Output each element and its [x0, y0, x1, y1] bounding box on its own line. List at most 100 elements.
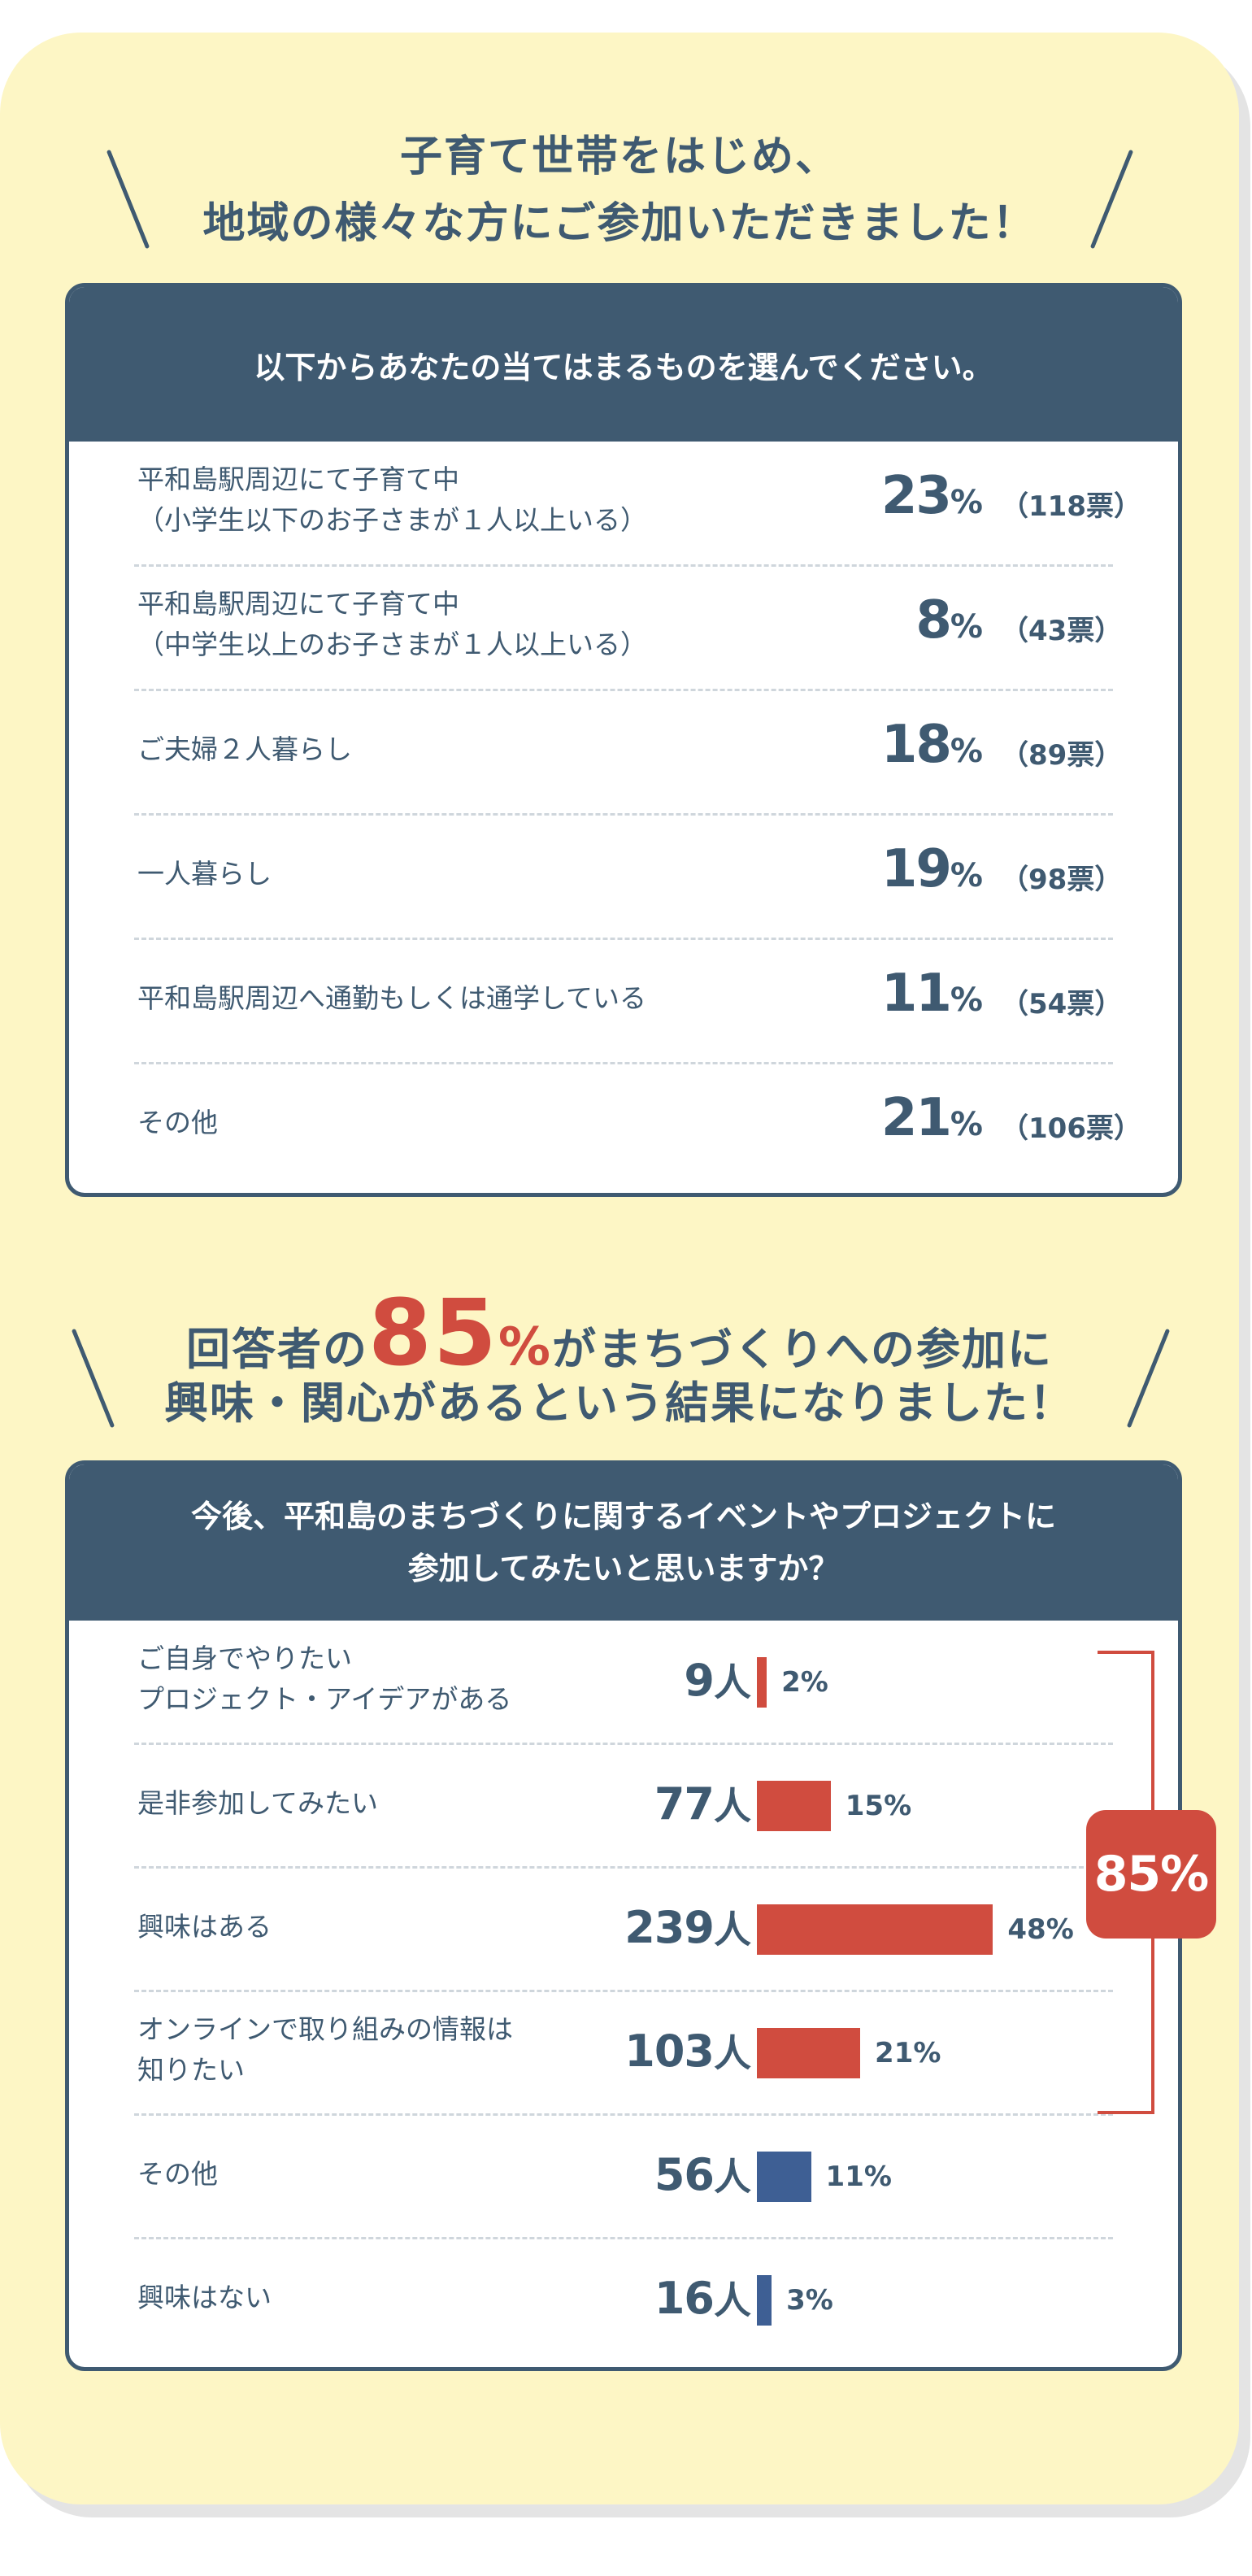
survey2-bar [757, 2152, 811, 2202]
survey2-row-count-value: 103 [624, 2026, 715, 2077]
survey2-bar-percent: 21% [875, 2037, 941, 2069]
survey2-bar-percent: 15% [845, 1790, 912, 1822]
survey2-row: 興味はある 239人 48% [69, 1868, 1178, 1992]
survey1-row-percent: 8% [915, 590, 983, 651]
survey1-row-label: 平和島駅周辺にて子育て中 （小学生以下のお子さまが１人以上いる） [137, 459, 647, 541]
survey2-row-count-unit: 人 [714, 1660, 751, 1704]
survey2-row-count-unit: 人 [714, 1784, 751, 1828]
survey2-row-count-value: 16 [654, 2273, 715, 2324]
row-divider [134, 2113, 1113, 2116]
survey2-row-count: 103人 [624, 2024, 751, 2078]
survey2-bar-percent: 48% [1007, 1913, 1074, 1946]
survey1-row-percent-unit: % [950, 981, 983, 1019]
survey2-row-label: 是非参加してみたい [137, 1783, 378, 1824]
survey2-row-label: その他 [137, 2154, 218, 2195]
survey2-row-label-line2: 知りたい [137, 2054, 245, 2086]
heading1-line2: 地域の様々な方にご参加いただきました！ [202, 199, 1037, 248]
survey1-row-label-line2: （中学生以上のお子さまが１人以上いる） [137, 629, 647, 660]
survey2-row-count-value: 77 [654, 1778, 715, 1830]
survey1-row-label: 平和島駅周辺へ通勤もしくは通学している [137, 978, 646, 1019]
survey2-bar [757, 1781, 831, 1831]
survey1-row-label: その他 [137, 1103, 218, 1143]
survey1-row-percent-value: 18 [880, 715, 952, 775]
survey1-row-percent: 11% [881, 964, 983, 1024]
survey2-row: その他 56人 11% [69, 2115, 1178, 2239]
survey2-row-label: 興味はある [137, 1907, 272, 1947]
bracket-badge: 85% [1086, 1810, 1216, 1939]
row-divider [134, 1743, 1113, 1745]
heading1-line1: 子育て世帯をはじめ、 [399, 133, 839, 181]
survey2-row-label: ご自身でやりたいプロジェクト・アイデアがある [137, 1638, 511, 1720]
survey1-row: 一人暮らし 19% （98票） [69, 815, 1178, 940]
survey2-bar-percent: 3% [786, 2284, 833, 2317]
survey1-row-label-line1: 平和島駅周辺にて子育て中 [137, 588, 459, 620]
survey2-row-count: 9人 [684, 1653, 751, 1707]
survey2-row-count-value: 239 [624, 1902, 715, 1953]
row-divider [134, 938, 1113, 940]
survey2-row-label-line1: 是非参加してみたい [137, 1787, 379, 1819]
survey1-row: 平和島駅周辺へ通勤もしくは通学している 11% （54票） [69, 939, 1178, 1064]
row-divider [134, 1062, 1113, 1064]
survey1-row: ご夫婦２人暮らし 18% （89票） [69, 690, 1178, 816]
heading2-highlight-number: 85% [368, 1281, 552, 1386]
row-divider [134, 2237, 1113, 2239]
survey1-question-text: 以下からあなたの当てはまるものを選んでください。 [254, 349, 993, 385]
row-divider [134, 1866, 1113, 1869]
survey1-row-percent-value: 19 [880, 839, 952, 899]
survey2-row-label-line1: オンラインで取り組みの情報は [137, 2013, 513, 2045]
survey1-row-label: ご夫婦２人暮らし [137, 729, 352, 770]
survey2-row-label-line1: その他 [137, 2158, 218, 2190]
survey2-row-label: オンラインで取り組みの情報は 知りたい [137, 2009, 513, 2091]
survey2-question-line1: 今後、平和島のまちづくりに関するイベントやプロジェクトに [190, 1499, 1056, 1534]
survey1-row-percent-unit: % [950, 1106, 983, 1143]
survey1-row-percent-value: 11 [880, 964, 952, 1024]
survey2-bar-percent: 11% [825, 2160, 892, 2193]
heading2-number: 85 [368, 1281, 498, 1386]
row-divider [134, 813, 1113, 816]
survey2-row: 興味はない 16人 3% [69, 2239, 1178, 2362]
survey2-row-count: 56人 [654, 2147, 751, 2201]
survey1-row-percent-value: 21 [880, 1088, 952, 1148]
heading2-line2: 興味・関心があるという結果になりました！ [164, 1377, 1075, 1429]
survey1-row-percent-unit: % [950, 484, 983, 521]
survey1-row-percent-unit: % [950, 857, 983, 894]
survey1-row-percent-value: 8 [915, 590, 952, 651]
survey1-row-percent-unit: % [950, 733, 983, 770]
survey2-row-label-line2: プロジェクト・アイデアがある [137, 1683, 512, 1715]
survey2-row-label-line1: 興味はない [137, 2282, 272, 2313]
survey1-row-votes: （89票） [1001, 739, 1123, 772]
survey1-row-label: 平和島駅周辺にて子育て中 （中学生以上のお子さまが１人以上いる） [137, 584, 647, 665]
survey2-bar [757, 1904, 993, 1955]
survey1-row-label-line1: ご夫婦２人暮らし [137, 733, 352, 765]
survey2-row-count-unit: 人 [714, 1908, 751, 1952]
survey1-row-label: 一人暮らし [137, 854, 272, 894]
survey2-row-count-unit: 人 [714, 2031, 751, 2075]
survey2-row-label-line1: ご自身でやりたい [137, 1643, 352, 1674]
survey2-bar-percent: 2% [781, 1666, 828, 1699]
bracket-badge-label: 85% [1093, 1846, 1210, 1903]
survey2-bar [757, 2028, 861, 2078]
survey1-row-label-line2: （小学生以下のお子さまが１人以上いる） [137, 504, 647, 536]
survey1-row: その他 21% （106票） [69, 1064, 1178, 1188]
survey1-row-label-line1: 一人暮らし [137, 858, 272, 890]
survey2-row-count: 77人 [654, 1777, 751, 1830]
survey1-row-percent: 19% [881, 839, 983, 899]
survey2-row: ご自身でやりたいプロジェクト・アイデアがある 9人 2% [69, 1621, 1178, 1745]
survey1-row-votes: （43票） [1001, 615, 1123, 647]
heading2-pre: 回答者の [186, 1324, 368, 1375]
survey2-row: オンラインで取り組みの情報は 知りたい 103人 21% [69, 1991, 1178, 2116]
survey2-row-count-value: 9 [684, 1655, 715, 1706]
survey1-row-percent-value: 23 [880, 466, 952, 526]
survey1-row-percent-unit: % [950, 608, 983, 646]
survey2-row-label-line1: 興味はある [137, 1911, 272, 1943]
survey2-row: 是非参加してみたい 77人 15% [69, 1744, 1178, 1869]
heading2-line1: 回答者の85%がまちづくりへの参加に [0, 1285, 1239, 1399]
row-divider [134, 1990, 1113, 1992]
survey2-chart: 今後、平和島のまちづくりに関するイベントやプロジェクトに 参加してみたいと思いま… [65, 1460, 1182, 2371]
heading2-post: がまちづくりへの参加に [551, 1324, 1053, 1375]
survey1-table: 以下からあなたの当てはまるものを選んでください。 平和島駅周辺にて子育て中 （小学… [65, 283, 1182, 1197]
survey1-row-votes: （118票） [1001, 490, 1141, 523]
survey2-row-count: 239人 [624, 1900, 751, 1954]
survey2-bar [757, 2275, 772, 2326]
survey1-row-votes: （98票） [1001, 864, 1123, 896]
